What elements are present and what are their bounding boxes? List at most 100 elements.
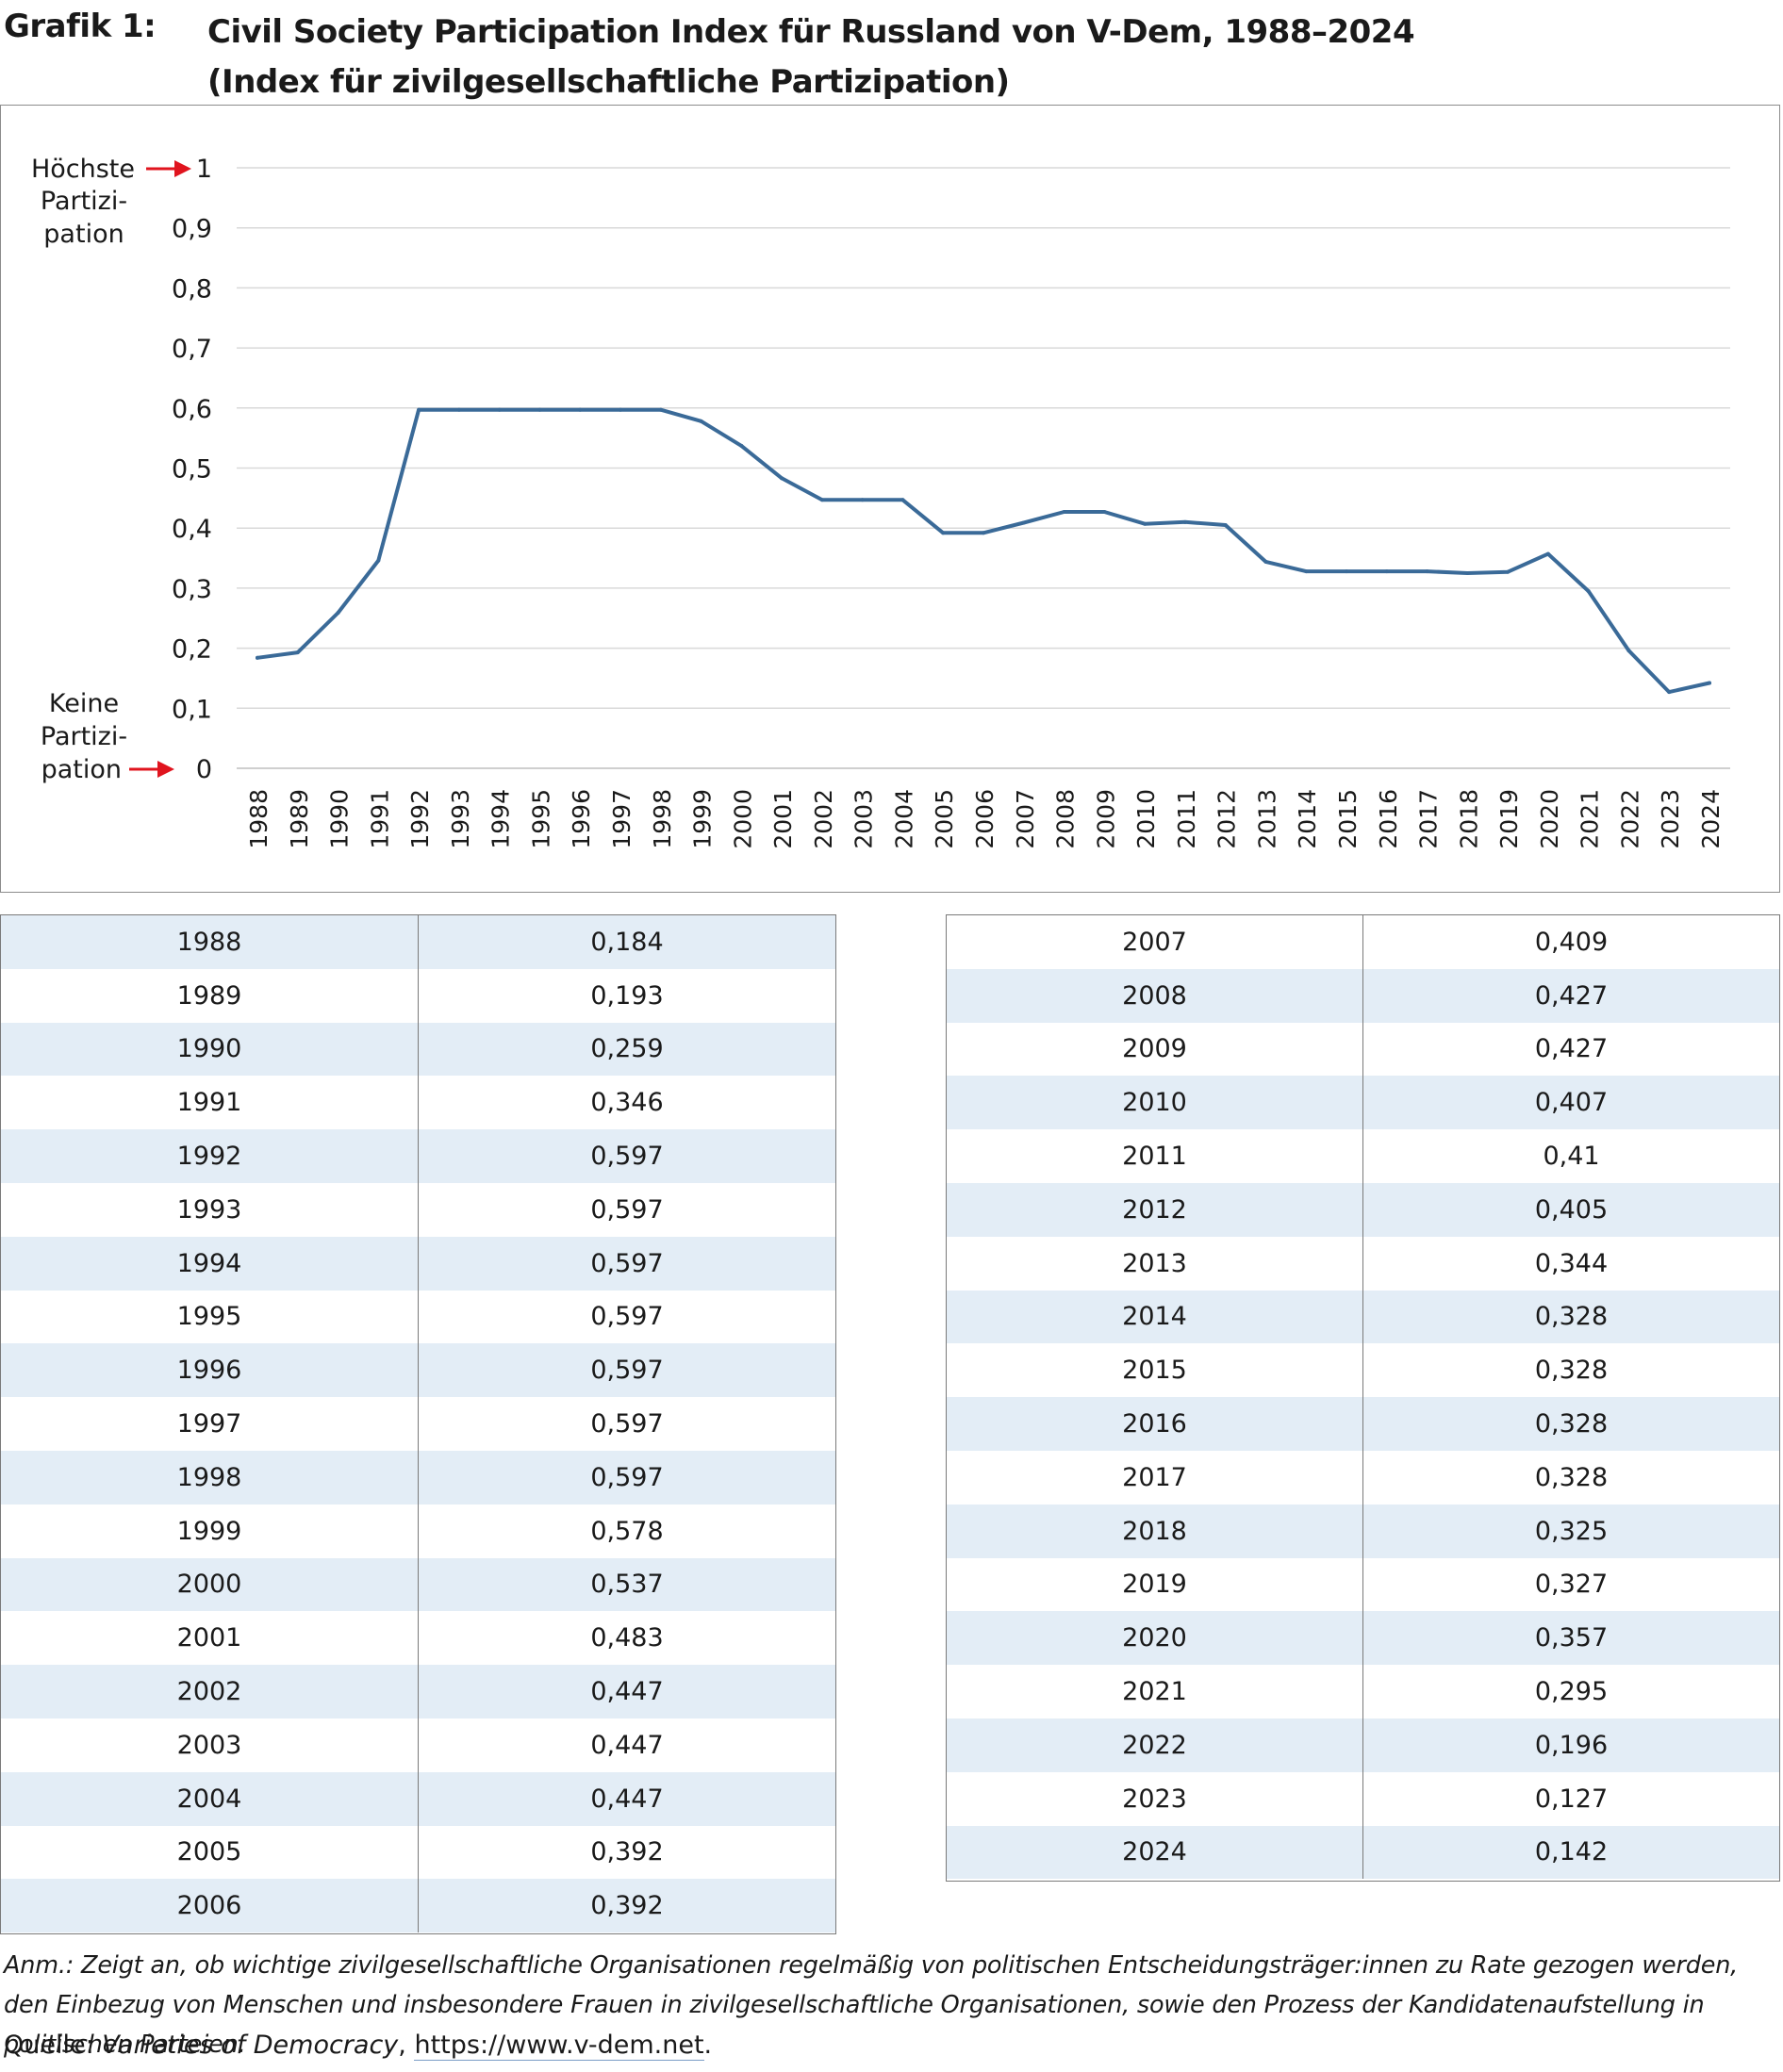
value-cell: 0,427 (1534, 1034, 1609, 1064)
arrow-bottom-icon (157, 761, 174, 778)
footnote: Anm.: Zeigt an, ob wichtige zivilgesells… (4, 1951, 1739, 2059)
data-point (860, 498, 865, 502)
y-tick-label: 0,6 (172, 395, 212, 424)
axis-annotations: Höchste Partizi-pation Keine Partizi-pation (31, 155, 191, 784)
x-tick-label: 2001 (769, 789, 797, 849)
value-cell: 0,597 (590, 1409, 664, 1439)
x-tick-label: 2006 (971, 789, 999, 849)
value-cell: 0,447 (418, 1665, 835, 1718)
value-cell: 0,328 (1362, 1290, 1779, 1344)
data-point (1143, 521, 1147, 526)
y-axis-tick-labels: 0 0,1 0,2 0,3 0,4 0,5 0,6 0,7 0,8 0,9 1 (172, 155, 212, 784)
year-cell: 1996 (1, 1343, 419, 1398)
data-point (336, 611, 340, 616)
data-table-right-grid: 2007 0,409 2008 0,427 2009 0,427 2010 0,407 2011… (947, 915, 1779, 1880)
table-row: 2018 0,325 (947, 1504, 1779, 1558)
x-tick-label: 2017 (1415, 789, 1443, 849)
x-tick-label: 2009 (1092, 789, 1119, 849)
data-point (780, 476, 784, 481)
data-point (1465, 570, 1470, 575)
value-cell: 0,196 (1362, 1718, 1779, 1772)
table-row: 2012 0,405 (947, 1182, 1779, 1237)
table-row: 2000 0,537 (1, 1557, 835, 1612)
year-cell: 1990 (1, 1022, 419, 1077)
x-tick-label: 2016 (1375, 789, 1402, 849)
data-point (456, 407, 461, 412)
y-tick-label: 0,1 (172, 695, 212, 724)
data-point (1384, 569, 1389, 574)
data-point (1304, 569, 1309, 574)
table-row: 2007 0,409 (947, 915, 1779, 969)
table-row: 1997 0,597 (1, 1397, 835, 1451)
table-row: 2011 0,41 (947, 1129, 1779, 1183)
value-cell: 0,328 (1362, 1397, 1779, 1451)
year-cell: 2018 (947, 1504, 1363, 1558)
table-row: 1989 0,193 (1, 968, 835, 1023)
data-point (376, 558, 381, 563)
annotation-bottom-line-1: Keine (49, 689, 119, 718)
figure-label: Grafik 1: (4, 8, 157, 45)
x-tick-label: 2008 (1052, 789, 1080, 849)
year-cell: 2008 (947, 968, 1363, 1023)
data-point (1062, 510, 1066, 515)
gridlines (237, 167, 1730, 769)
year-cell: 1989 (1, 968, 419, 1023)
y-tick-label: 0,2 (172, 635, 212, 665)
year-cell: 2021 (947, 1665, 1363, 1718)
year-cell: 1997 (1, 1397, 419, 1451)
year-cell: 1992 (1, 1129, 419, 1183)
value-cell: 0,41 (1543, 1142, 1600, 1172)
x-tick-label: 2005 (931, 789, 958, 849)
x-tick-label: 1998 (649, 789, 676, 849)
table-row: 2017 0,328 (947, 1450, 1779, 1505)
data-point (497, 407, 502, 412)
data-point (256, 655, 259, 660)
x-tick-label: 2022 (1616, 789, 1643, 849)
y-tick-label: 0,9 (172, 215, 212, 244)
data-point (1708, 681, 1711, 685)
table-row: 2013 0,344 (947, 1236, 1779, 1291)
source-link[interactable]: https://www.v-dem.net (414, 2031, 704, 2061)
x-tick-label: 2010 (1132, 789, 1160, 849)
data-table-left: 1988 0,184 1989 0,193 1990 0,259 1991 0,346 1992… (0, 914, 836, 1934)
x-tick-label: 2000 (729, 789, 756, 849)
data-point (1345, 569, 1348, 574)
data-point (1506, 569, 1511, 574)
x-tick-label: 2015 (1334, 789, 1362, 849)
x-tick-label: 2002 (810, 789, 837, 849)
table-row: 2009 0,427 (947, 1022, 1779, 1077)
x-tick-label: 2004 (890, 789, 917, 849)
annotation-bottom-line-3: pation (41, 755, 122, 784)
table-row: 1991 0,346 (1, 1076, 835, 1130)
data-point (982, 531, 985, 535)
x-tick-label: 1988 (245, 789, 272, 849)
value-cell: 0,325 (1362, 1504, 1779, 1558)
data-point (739, 443, 744, 448)
year-cell: 2015 (947, 1343, 1363, 1398)
year-cell: 1994 (1, 1236, 419, 1291)
year-cell: 1993 (1, 1182, 419, 1237)
chart-frame: 0 0,1 0,2 0,3 0,4 0,5 0,6 0,7 0,8 0,9 1 1988 1989 19… (0, 105, 1780, 893)
series-line-layer (256, 407, 1711, 695)
value-cell: 0,344 (1534, 1248, 1609, 1278)
x-tick-label: 1989 (286, 789, 313, 849)
table-row: 2014 0,328 (947, 1290, 1779, 1344)
table-row: 2008 0,427 (947, 968, 1779, 1023)
table-row: 1999 0,578 (1, 1504, 835, 1558)
value-cell: 0,537 (418, 1557, 835, 1612)
data-point (578, 407, 583, 412)
value-cell: 0,409 (1534, 927, 1609, 957)
x-tick-label: 1993 (447, 789, 474, 849)
table-row: 2015 0,328 (947, 1343, 1779, 1398)
value-cell: 0,142 (1362, 1825, 1779, 1880)
annotation-top-line-2: Partizi- (41, 187, 127, 216)
table-row: 1993 0,597 (1, 1182, 835, 1237)
x-tick-label: 2011 (1173, 789, 1200, 849)
figure-heading: Civil Society Participation Index für Ru… (207, 8, 1415, 107)
value-cell: 0,392 (418, 1879, 835, 1933)
year-cell: 1999 (1, 1504, 419, 1558)
source-line: Quelle: Varieties of Democracy, https://… (4, 2027, 1780, 2064)
y-tick-label: 0,4 (172, 515, 212, 544)
table-row: 1995 0,597 (1, 1290, 835, 1344)
data-table-left-grid: 1988 0,184 1989 0,193 1990 0,259 1991 0,346 1992… (1, 915, 835, 1933)
